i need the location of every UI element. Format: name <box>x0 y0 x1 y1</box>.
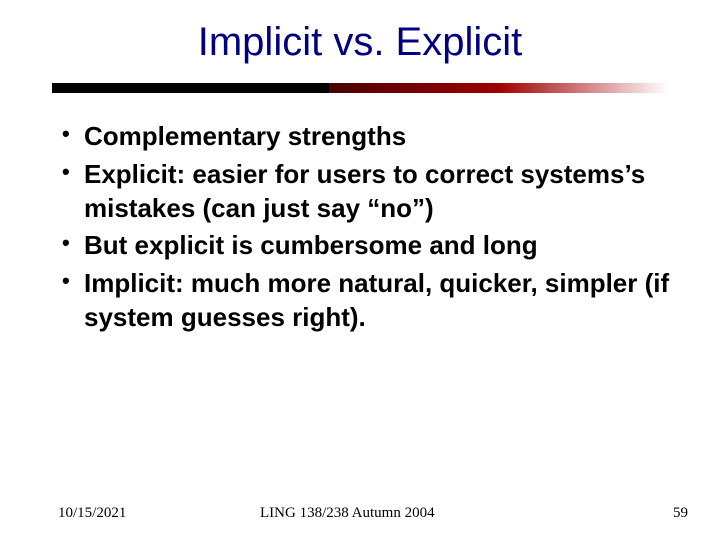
divider-dark <box>52 83 329 93</box>
list-item: But explicit is cumbersome and long <box>58 229 672 263</box>
bullet-list: Complementary strengths Explicit: easier… <box>58 120 672 339</box>
footer-date: 10/15/2021 <box>58 505 126 522</box>
divider-gradient <box>329 83 668 93</box>
list-item: Implicit: much more natural, quicker, si… <box>58 267 672 335</box>
footer-course: LING 138/238 Autumn 2004 <box>260 505 435 522</box>
footer-page-number: 59 <box>673 505 688 522</box>
title-divider <box>52 83 668 93</box>
list-item: Complementary strengths <box>58 120 672 154</box>
slide-title: Implicit vs. Explicit <box>0 20 720 65</box>
list-item: Explicit: easier for users to correct sy… <box>58 158 672 226</box>
slide: Implicit vs. Explicit Complementary stre… <box>0 0 720 540</box>
